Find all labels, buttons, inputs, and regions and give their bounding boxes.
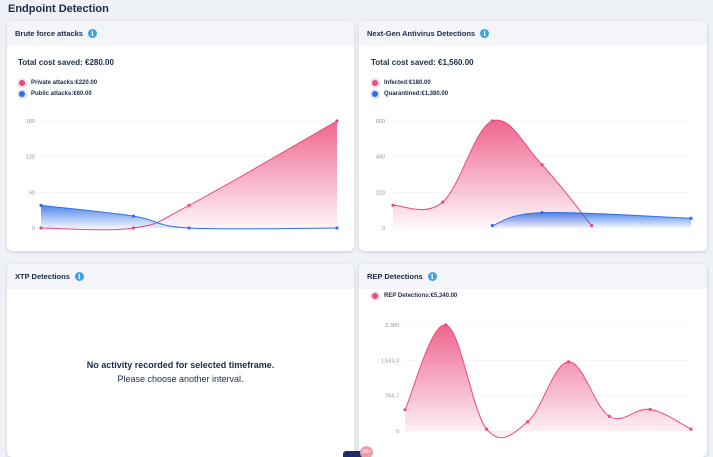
notification-badge[interactable]: 99+ (360, 446, 373, 457)
xtp-card: XTP Detections i No activity recorded fo… (7, 264, 354, 457)
empty-line-1: No activity recorded for selected timefr… (86, 360, 275, 370)
data-point[interactable] (689, 427, 693, 431)
data-point[interactable] (187, 203, 191, 208)
data-point[interactable] (391, 203, 395, 207)
series-area-public-attacks (41, 205, 337, 229)
y-tick-label: 766.7 (385, 394, 399, 400)
series-area-rep-detections (405, 324, 691, 438)
legend-dot-pink (372, 292, 378, 299)
brute-force-title: Brute force attacks (15, 29, 83, 38)
data-point[interactable] (566, 360, 571, 364)
empty-line-2: Please choose another interval. (117, 374, 244, 384)
info-icon[interactable]: i (427, 272, 437, 281)
legend-dot-pink (372, 79, 378, 86)
legend-dot-blue (372, 90, 378, 97)
brute-force-legend: Private attacks:€220.00 Public attacks:€… (19, 77, 97, 99)
rep-legend: REP Detections:€5,340.00 (372, 290, 457, 301)
data-point[interactable] (648, 407, 652, 411)
y-tick-label: 0 (396, 429, 399, 435)
legend-label: Infected:€180.00 (384, 79, 431, 86)
data-point[interactable] (540, 163, 544, 167)
nga-card: Next-Gen Antivirus Detections i Total co… (359, 21, 707, 251)
data-point[interactable] (689, 216, 693, 220)
rep-chart: 0 766.7 1,533.3 2,300 (381, 323, 693, 439)
y-tick-label: 660 (376, 119, 385, 125)
series-area-private-attacks (41, 121, 337, 230)
total-value: €1,560.00 (438, 58, 474, 67)
data-point[interactable] (525, 420, 530, 424)
data-point[interactable] (441, 200, 445, 204)
legend-label: Public attacks:€60.00 (31, 90, 92, 97)
legend-item-private[interactable]: Private attacks:€220.00 (19, 77, 97, 88)
data-point[interactable] (490, 223, 494, 228)
legend-item-rep[interactable]: REP Detections:€5,340.00 (372, 290, 457, 301)
data-point[interactable] (485, 427, 489, 431)
legend-label: REP Detections:€5,340.00 (384, 292, 458, 299)
brute-force-header: Brute force attacks i (7, 21, 354, 46)
brute-force-chart: 0 60 120 180 (26, 119, 339, 232)
series-line-quarantined (492, 211, 692, 227)
empty-state-message: No activity recorded for selected timefr… (7, 358, 354, 386)
y-tick-label: 180 (26, 119, 35, 125)
y-tick-label: 0 (32, 226, 35, 232)
data-point[interactable] (490, 119, 494, 123)
y-tick-label: 440 (376, 155, 385, 161)
data-point[interactable] (444, 323, 448, 327)
legend-dot-blue (19, 90, 25, 97)
y-tick-label: 120 (26, 155, 35, 161)
series-area-quarantined (492, 212, 691, 228)
legend-label: Private attacks:€220.00 (31, 79, 98, 86)
legend-item-infected[interactable]: Infected:€180.00 (372, 77, 448, 88)
series-line-private-attacks (40, 120, 338, 231)
xtp-header: XTP Detections i (7, 264, 354, 289)
y-tick-label: 60 (29, 190, 35, 196)
y-tick-label: 220 (376, 190, 385, 196)
nga-header: Next-Gen Antivirus Detections i (359, 21, 707, 46)
page-title: Endpoint Detection (8, 3, 109, 15)
info-icon[interactable]: i (480, 29, 490, 38)
legend-item-public[interactable]: Public attacks:€60.00 (19, 88, 97, 99)
data-point[interactable] (540, 210, 544, 215)
y-tick-label: 1,533.3 (381, 358, 399, 364)
nga-legend: Infected:€180.00 Quarantined:€1,380.00 (372, 77, 448, 99)
brute-force-total: Total cost saved: €280.00 (18, 58, 114, 67)
data-point[interactable] (187, 226, 191, 230)
legend-item-quarantined[interactable]: Quarantined:€1,380.00 (372, 88, 448, 99)
series-area-infected (393, 120, 592, 228)
rep-card: REP Detections i REP Detections:€5,340.0… (359, 264, 707, 457)
total-label: Total cost saved: (371, 58, 436, 67)
xtp-title: XTP Detections (15, 272, 70, 281)
data-point[interactable] (607, 414, 611, 418)
rep-header: REP Detections i (359, 264, 707, 289)
legend-dot-pink (19, 79, 25, 86)
y-tick-label: 2,300 (385, 323, 399, 329)
data-point[interactable] (335, 226, 339, 230)
data-point[interactable] (335, 119, 339, 123)
rep-title: REP Detections (367, 272, 423, 281)
y-tick-label: 0 (382, 226, 385, 232)
nga-total: Total cost saved: €1,560.00 (371, 58, 474, 67)
brute-force-card: Brute force attacks i Total cost saved: … (7, 21, 354, 251)
data-point[interactable] (403, 408, 407, 412)
nga-chart: 0 220 440 660 (376, 119, 693, 232)
data-point[interactable] (39, 203, 43, 208)
info-icon[interactable]: i (87, 29, 97, 38)
series-line-public-attacks (40, 204, 338, 230)
nga-title: Next-Gen Antivirus Detections (367, 29, 476, 38)
bottom-tab-button[interactable] (343, 451, 363, 457)
data-point[interactable] (131, 214, 136, 218)
info-icon[interactable]: i (74, 272, 84, 281)
legend-label: Quarantined:€1,380.00 (384, 90, 449, 97)
total-value: €280.00 (85, 58, 114, 67)
total-label: Total cost saved: (18, 58, 83, 67)
